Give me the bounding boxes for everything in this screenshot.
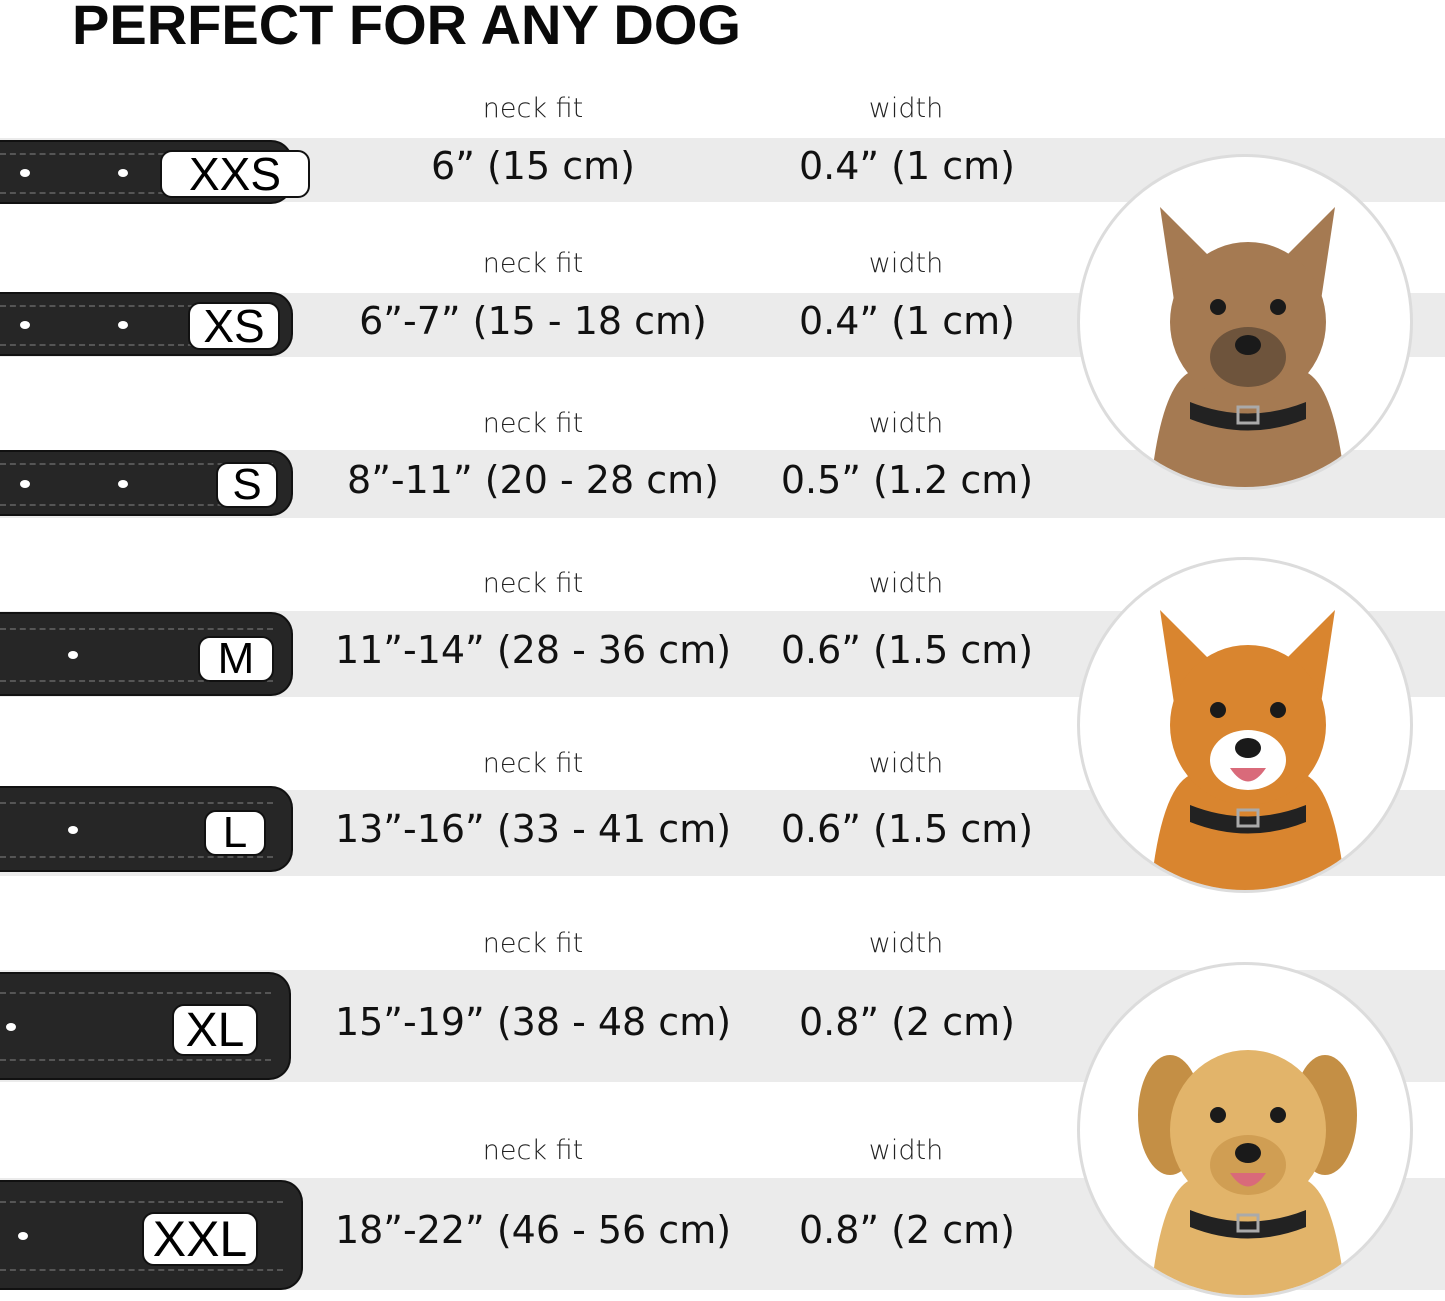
width-label: width xyxy=(868,568,944,599)
neck-fit-value: 11”-14” (28 - 36 cm) xyxy=(334,628,732,672)
stitching xyxy=(0,680,273,683)
neck-fit-label: neck fit xyxy=(482,408,584,439)
width-value: 0.8” (2 cm) xyxy=(798,1000,1015,1044)
stitching xyxy=(0,1059,271,1062)
collar-hole xyxy=(118,321,128,329)
collar-hole xyxy=(20,169,30,177)
stitching xyxy=(0,503,273,506)
stitching xyxy=(0,344,273,347)
stitching xyxy=(0,192,273,195)
page-title: PERFECT FOR ANY DOG xyxy=(72,0,741,56)
size-tag: L xyxy=(204,808,266,857)
width-label: width xyxy=(868,408,944,439)
collar-xxs: XXS xyxy=(0,140,310,204)
collar-hole xyxy=(18,1232,28,1240)
neck-fit-label: neck fit xyxy=(482,568,584,599)
dog-illustration xyxy=(1150,610,1346,890)
size-tag: XXL xyxy=(142,1211,258,1267)
collar-hole xyxy=(68,826,78,834)
width-label: width xyxy=(868,248,944,279)
width-value: 0.6” (1.5 cm) xyxy=(780,628,1034,672)
size-tag: S xyxy=(216,460,278,509)
neck-fit-value: 6” (15 cm) xyxy=(431,144,635,188)
corgi-dog-photo xyxy=(1077,557,1413,893)
stitching xyxy=(0,1200,283,1203)
neck-fit-label: neck fit xyxy=(482,1135,584,1166)
size-tag: M xyxy=(198,634,274,683)
collar-xxl: XXL xyxy=(0,1180,303,1290)
size-tag: XS xyxy=(188,300,280,352)
neck-fit-value: 15”-19” (38 - 48 cm) xyxy=(334,1000,732,1044)
collar-m: M xyxy=(0,612,293,696)
collar-hole xyxy=(20,480,30,488)
width-value: 0.4” (1 cm) xyxy=(798,144,1015,188)
stitching xyxy=(0,304,273,307)
stitching xyxy=(0,462,273,465)
collar-hole xyxy=(68,651,78,659)
stitching xyxy=(0,628,273,631)
width-label: width xyxy=(868,928,944,959)
width-label: width xyxy=(868,748,944,779)
collar-hole xyxy=(20,321,30,329)
width-value: 0.8” (2 cm) xyxy=(798,1208,1015,1252)
neck-fit-value: 18”-22” (46 - 56 cm) xyxy=(334,1208,732,1252)
width-label: width xyxy=(868,1135,944,1166)
neck-fit-value: 8”-11” (20 - 28 cm) xyxy=(347,458,719,502)
collar-l: L xyxy=(0,786,293,872)
stitching xyxy=(0,855,273,858)
dog-illustration xyxy=(1138,1050,1357,1295)
labrador-dog-photo xyxy=(1077,962,1413,1298)
neck-fit-label: neck fit xyxy=(482,928,584,959)
collar-s: S xyxy=(0,450,293,516)
neck-fit-label: neck fit xyxy=(482,248,584,279)
stitching xyxy=(0,152,273,155)
stitching xyxy=(0,1269,283,1271)
dog-illustration xyxy=(1150,207,1346,487)
stitching xyxy=(0,992,271,995)
terrier-dog-photo xyxy=(1077,154,1413,490)
collar-hole xyxy=(118,480,128,488)
neck-fit-value: 6”-7” (15 - 18 cm) xyxy=(359,299,707,343)
stitching xyxy=(0,802,273,805)
neck-fit-value: 13”-16” (33 - 41 cm) xyxy=(334,807,732,851)
width-value: 0.4” (1 cm) xyxy=(798,299,1015,343)
size-tag: XXS xyxy=(160,148,310,200)
collar-hole xyxy=(6,1023,16,1031)
collar-xl: XL xyxy=(0,972,291,1080)
size-tag: XL xyxy=(172,1004,258,1057)
width-label: width xyxy=(868,93,944,124)
width-value: 0.5” (1.2 cm) xyxy=(780,458,1034,502)
neck-fit-label: neck fit xyxy=(482,93,584,124)
width-value: 0.6” (1.5 cm) xyxy=(780,807,1034,851)
collar-hole xyxy=(118,169,128,177)
neck-fit-label: neck fit xyxy=(482,748,584,779)
collar-xs: XS xyxy=(0,292,293,356)
